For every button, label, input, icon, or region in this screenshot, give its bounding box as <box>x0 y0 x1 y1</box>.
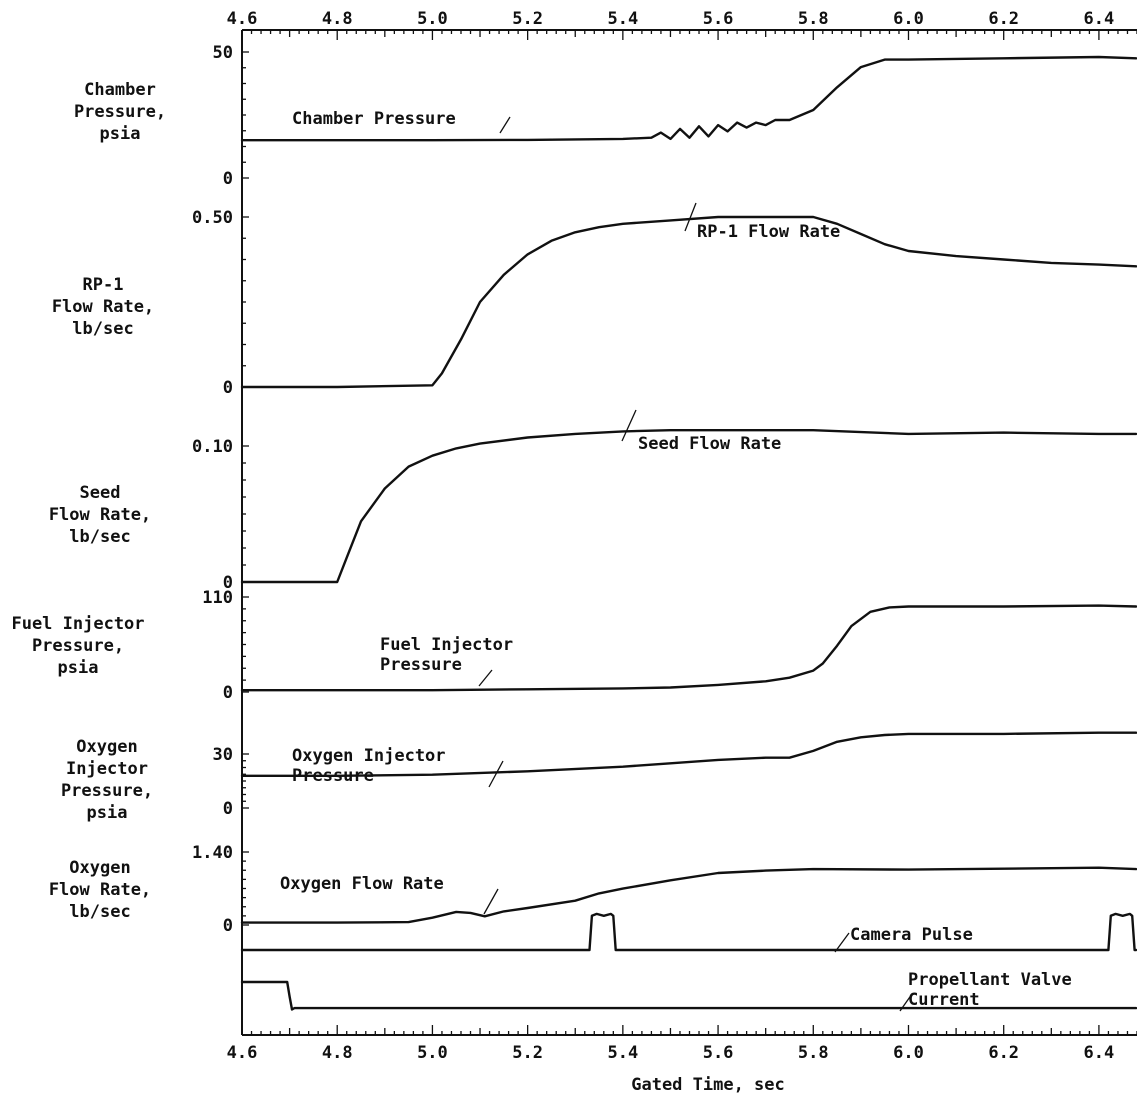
y-axis-label-rp1: Flow Rate, <box>52 297 154 317</box>
x-tick-label-bottom: 5.2 <box>512 1043 543 1063</box>
series-chamber <box>240 55 1137 142</box>
y-tick-label-rp1: 0.50 <box>192 208 233 228</box>
x-tick-label-bottom: 4.8 <box>322 1043 353 1063</box>
series-oxinj <box>240 731 1137 777</box>
x-tick-label-bottom: 6.2 <box>988 1043 1019 1063</box>
series-annotation-fuelinj: Pressure <box>380 655 462 675</box>
x-tick-label-bottom: 6.4 <box>1084 1043 1115 1063</box>
x-tick-label-bottom: 5.4 <box>607 1043 638 1063</box>
series-annotation-oxflow: Oxygen Flow Rate <box>280 874 444 894</box>
annotation-leader-oxinj <box>488 760 504 788</box>
annotation-leader-rp1 <box>684 202 697 232</box>
series-annotation-valve: Propellant Valve <box>908 970 1072 990</box>
y-axis-label-oxflow: Oxygen <box>69 858 130 878</box>
x-tick-label-top: 4.8 <box>322 9 353 29</box>
traces-layer <box>240 55 1137 1011</box>
x-tick-label-top: 5.0 <box>417 9 448 29</box>
y-tick-label-fuelinj: 110 <box>202 588 233 608</box>
y-tick-label-oxinj: 30 <box>213 745 233 765</box>
y-tick-label-chamber: 50 <box>213 43 233 63</box>
y-axis-label-chamber: psia <box>100 124 141 144</box>
y-axis-label-fuelinj: Pressure, <box>32 636 124 656</box>
x-tick-label-top: 5.6 <box>703 9 734 29</box>
annotation-leader-valve <box>899 993 913 1012</box>
x-tick-label-top: 6.4 <box>1084 9 1115 29</box>
y-axis-label-oxinj: psia <box>87 803 128 823</box>
y-axis-label-oxflow: lb/sec <box>69 902 130 922</box>
y-axis-label-chamber: Pressure, <box>74 102 166 122</box>
series-oxflow <box>240 866 1137 924</box>
series-annotation-chamber: Chamber Pressure <box>292 109 456 129</box>
y-axis-label-oxinj: Oxygen <box>76 737 137 757</box>
axes-layer <box>241 29 1137 1036</box>
y-axis-label-seed: Seed <box>80 483 121 503</box>
y-tick-label-oxinj: 0 <box>223 799 233 819</box>
y-axis-label-seed: lb/sec <box>69 527 130 547</box>
x-tick-label-bottom: 5.0 <box>417 1043 448 1063</box>
y-axis-label-oxinj: Injector <box>66 759 148 779</box>
x-tick-label-top: 5.4 <box>607 9 638 29</box>
y-tick-label-oxflow: 0 <box>223 916 233 936</box>
series-annotation-fuelinj: Fuel Injector <box>380 635 513 655</box>
y-axis-label-rp1: RP-1 <box>83 275 124 295</box>
y-tick-label-fuelinj: 0 <box>223 683 233 703</box>
labels-layer: 4.6 4.6 4.8 4.8 5.0 5.0 5.2 5.2 5.4 5.4 5.6 5.6 5.8 5… <box>11 9 1114 1063</box>
x-tick-label-top: 4.6 <box>227 9 258 29</box>
y-tick-label-rp1: 0 <box>223 378 233 398</box>
series-rp1 <box>240 215 1137 389</box>
x-tick-label-top: 5.2 <box>512 9 543 29</box>
series-camera <box>240 912 1137 952</box>
x-tick-label-bottom: 5.8 <box>798 1043 829 1063</box>
annotation-leader-seed <box>621 409 637 442</box>
series-annotation-seed: Seed Flow Rate <box>638 434 781 454</box>
series-annotation-camera: Camera Pulse <box>850 925 973 945</box>
x-tick-label-bottom: 6.0 <box>893 1043 924 1063</box>
series-annotation-valve: Current <box>908 990 980 1010</box>
y-axis-label-fuelinj: psia <box>58 658 99 678</box>
y-tick-label-oxflow: 1.40 <box>192 843 233 863</box>
y-axis-label-chamber: Chamber <box>84 80 156 100</box>
x-tick-label-bottom: 5.6 <box>703 1043 734 1063</box>
x-tick-label-top: 5.8 <box>798 9 829 29</box>
y-axis-label-oxinj: Pressure, <box>61 781 153 801</box>
x-tick-label-bottom: 4.6 <box>227 1043 258 1063</box>
y-tick-label-seed: 0.10 <box>192 437 233 457</box>
annotation-leader-camera <box>834 932 850 953</box>
series-seed <box>240 429 1137 584</box>
y-axis-label-oxflow: Flow Rate, <box>49 880 151 900</box>
y-axis-label-rp1: lb/sec <box>72 319 133 339</box>
series-annotation-rp1: RP-1 Flow Rate <box>697 222 840 242</box>
y-axis-label-seed: Flow Rate, <box>49 505 151 525</box>
annotation-leader-chamber <box>499 116 511 134</box>
series-annotation-oxinj: Oxygen Injector <box>292 746 446 766</box>
x-axis-title: Gated Time, sec <box>631 1075 785 1095</box>
y-tick-label-chamber: 0 <box>223 169 233 189</box>
series-annotation-oxinj: Pressure <box>292 766 374 786</box>
series-valve <box>240 980 1137 1011</box>
annotation-leader-fuelinj <box>478 669 493 687</box>
annotation-leader-oxflow <box>483 888 499 915</box>
series-fuelinj <box>240 604 1137 692</box>
y-tick-label-seed: 0 <box>223 573 233 593</box>
x-tick-label-top: 6.2 <box>988 9 1019 29</box>
y-axis-label-fuelinj: Fuel Injector <box>11 614 144 634</box>
x-tick-label-top: 6.0 <box>893 9 924 29</box>
